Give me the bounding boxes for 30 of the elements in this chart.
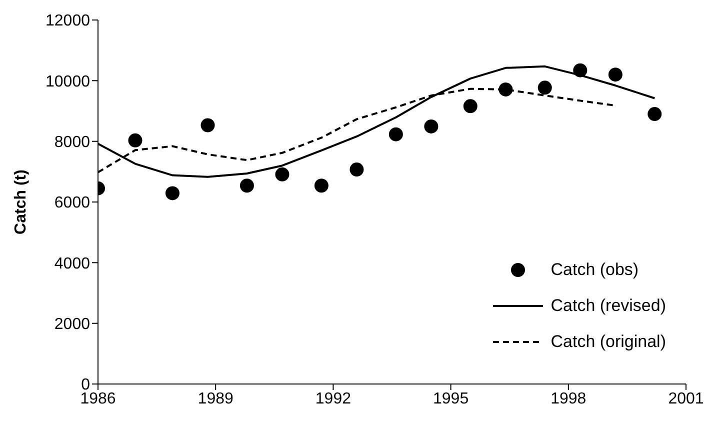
x-tick-label: 1992 [315,390,352,408]
point [350,162,364,177]
point [463,99,478,114]
point [314,178,328,193]
y-tick-label: 8000 [54,134,90,152]
point [128,133,142,148]
legend-label: Catch (original) [550,332,666,352]
legend-label: Catch (revised) [550,296,666,316]
point [240,178,254,193]
y-tick-label: 2000 [54,316,90,334]
point [200,118,215,132]
x-tick-label: 1995 [433,390,469,408]
y-tick-label: 6000 [54,194,90,212]
point [165,186,180,200]
x-tick-label: 2001 [668,390,704,408]
point [388,127,403,142]
x-tick-label: 1989 [198,390,234,408]
point [498,82,513,96]
y-axis-title: Catch (t) [12,170,30,234]
point [573,63,588,78]
point [538,80,552,95]
point [648,107,662,122]
y-tick-label: 12000 [46,12,90,30]
point [424,119,438,134]
y-tick-label: 10000 [46,73,90,90]
x-tick-label: 1998 [550,390,586,408]
point [275,167,290,182]
y-tick-label: 4000 [54,255,90,272]
legend-label: Catch (obs) [550,260,639,280]
point [608,68,622,82]
